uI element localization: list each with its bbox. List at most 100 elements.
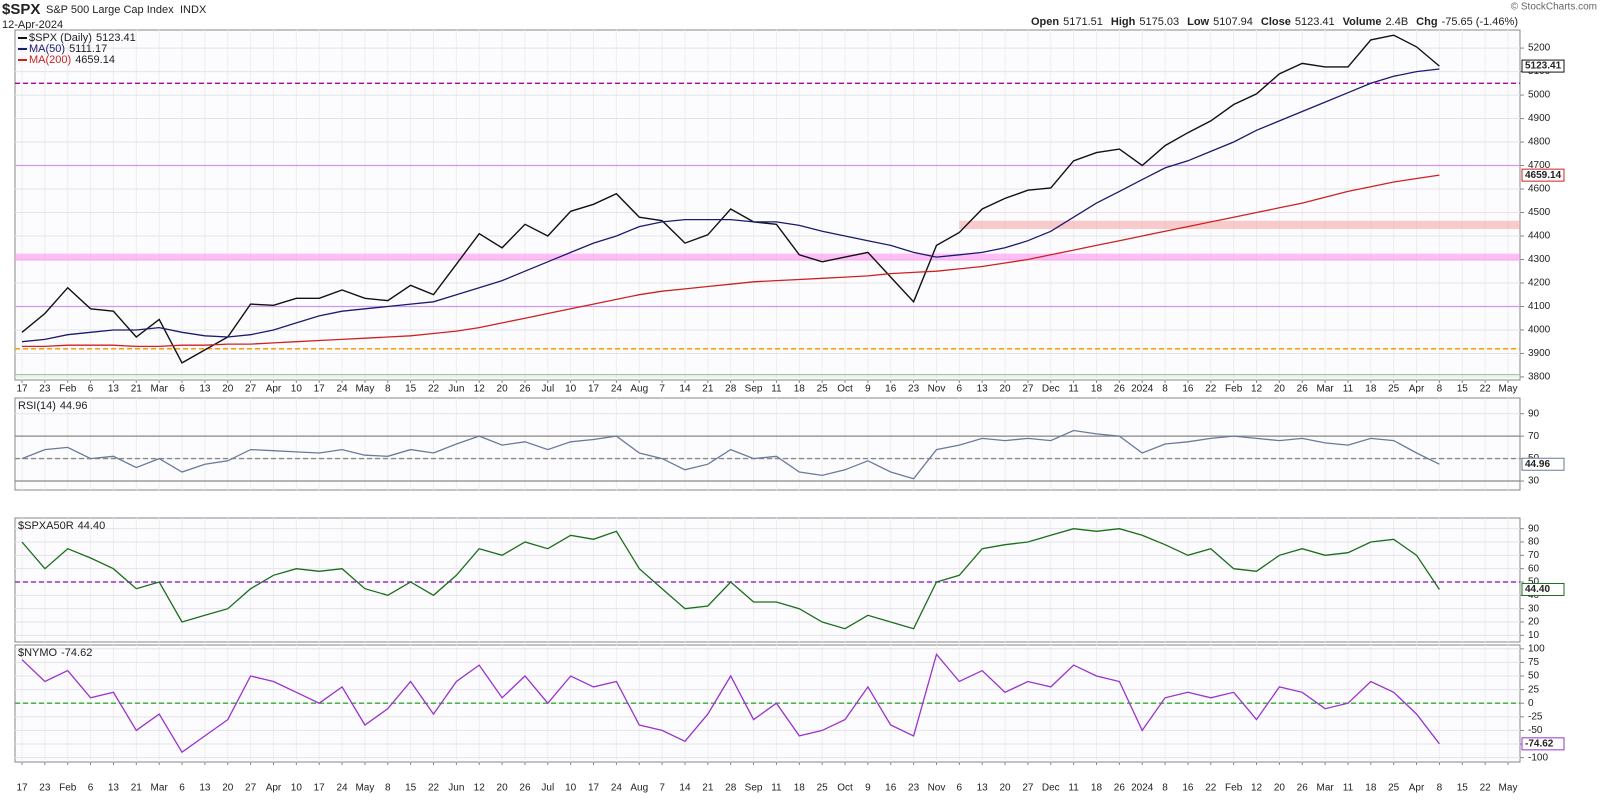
- y-tick-label: 4600: [1528, 184, 1551, 195]
- quote-label: Open: [1031, 16, 1059, 28]
- x-tick-label: 24: [611, 783, 623, 794]
- y-tick-label: 4700: [1528, 160, 1551, 171]
- y-tick-label: 50: [1528, 577, 1540, 588]
- x-tick-label: 17: [314, 384, 326, 395]
- y-tick-label: 75: [1528, 657, 1540, 668]
- x-tick-label: Mar: [1316, 783, 1334, 794]
- x-tick-label: May: [355, 783, 374, 794]
- x-tick-label: 22: [1205, 384, 1217, 395]
- y-tick-label: 60: [1528, 563, 1540, 574]
- x-tick-label: 23: [39, 783, 51, 794]
- x-tick-label: Aug: [630, 783, 648, 794]
- legend-name: MA(50): [29, 43, 65, 55]
- x-tick-label: 20: [999, 783, 1011, 794]
- x-tick-label: Oct: [837, 783, 853, 794]
- value-tag: [1521, 582, 1565, 596]
- x-tick-label: 28: [725, 384, 737, 395]
- x-tick-label: 6: [957, 783, 963, 794]
- value-tag-label: 4659.14: [1525, 170, 1562, 181]
- x-tick-label: 13: [199, 783, 211, 794]
- x-tick-label: 27: [1022, 783, 1034, 794]
- x-tick-label: 22: [1205, 783, 1217, 794]
- x-tick-label: Feb: [59, 384, 77, 395]
- x-tick-label: 27: [1022, 384, 1034, 395]
- x-tick-label: 10: [565, 783, 577, 794]
- x-tick-label: Sep: [745, 384, 763, 395]
- x-tick-label: 23: [39, 384, 51, 395]
- legend-name: MA(200): [29, 54, 71, 66]
- x-tick-label: Apr: [1409, 783, 1425, 794]
- y-tick-label: 25: [1528, 684, 1540, 695]
- x-tick-label: Mar: [151, 783, 169, 794]
- x-tick-label: 8: [1437, 384, 1443, 395]
- x-tick-label: 18: [794, 783, 806, 794]
- value-tag-label: 44.40: [1525, 584, 1550, 595]
- quote-value: 5123.41: [1295, 16, 1335, 28]
- x-tick-label: 13: [977, 384, 989, 395]
- x-tick-label: 26: [1297, 384, 1309, 395]
- y-tick-label: 70: [1528, 431, 1540, 442]
- value-tag: [1521, 59, 1565, 73]
- quote-value: 2.4B: [1386, 16, 1409, 28]
- value-tag-label: 44.96: [1525, 459, 1550, 470]
- x-tick-label: 22: [1480, 384, 1492, 395]
- x-tick-label: 10: [565, 384, 577, 395]
- x-tick-label: 22: [428, 384, 440, 395]
- quote-value: 5171.51: [1063, 16, 1103, 28]
- x-tick-label: Jun: [448, 783, 464, 794]
- legend-entry: $NYMO -74.62: [18, 647, 92, 659]
- x-tick-label: Jul: [541, 783, 554, 794]
- y-tick-label: 30: [1528, 476, 1540, 487]
- quote-label: Low: [1187, 16, 1209, 28]
- y-tick-label: 5000: [1528, 90, 1551, 101]
- x-tick-label: 12: [474, 783, 486, 794]
- x-tick-label: May: [1499, 384, 1518, 395]
- x-tick-label: Feb: [59, 783, 77, 794]
- legend-value: 44.40: [78, 520, 106, 532]
- quote-value: -75.65 (-1.46%): [1442, 16, 1518, 28]
- series-line: [21, 429, 1440, 480]
- exchange: INDX: [180, 4, 207, 16]
- x-tick-label: 27: [245, 384, 257, 395]
- x-tick-label: 13: [108, 384, 120, 395]
- series-line: [21, 68, 1440, 343]
- x-tick-label: 8: [1162, 384, 1168, 395]
- y-tick-label: 3900: [1528, 348, 1551, 359]
- x-tick-label: 8: [1162, 783, 1168, 794]
- value-tag: [1521, 168, 1565, 182]
- legend-name: $SPX (Daily): [29, 32, 92, 44]
- x-tick-label: 11: [1068, 783, 1079, 794]
- legend-entry: MA(200) 4659.14: [29, 54, 115, 66]
- x-tick-label: 8: [385, 384, 391, 395]
- x-tick-label: Feb: [1225, 384, 1243, 395]
- x-tick-label: 15: [1457, 783, 1469, 794]
- x-tick-label: 20: [222, 384, 234, 395]
- legend-name: $NYMO: [18, 647, 58, 659]
- x-tick-label: 11: [1068, 384, 1079, 395]
- y-tick-label: 90: [1528, 408, 1540, 419]
- value-tag: [1521, 737, 1565, 751]
- x-tick-label: Mar: [151, 384, 169, 395]
- x-tick-label: 24: [336, 384, 348, 395]
- x-tick-label: 6: [88, 384, 94, 395]
- x-tick-label: 24: [336, 783, 348, 794]
- x-tick-label: 11: [771, 783, 782, 794]
- x-tick-label: 6: [957, 384, 963, 395]
- x-tick-label: 16: [885, 384, 897, 395]
- x-tick-label: 23: [908, 384, 920, 395]
- zone: [15, 253, 1520, 261]
- x-tick-label: 18: [1091, 783, 1103, 794]
- series-line: [22, 174, 1440, 348]
- x-tick-label: 13: [977, 783, 989, 794]
- x-tick-label: 11: [1343, 384, 1354, 395]
- x-tick-label: 25: [1388, 384, 1400, 395]
- legend-value: 5123.41: [96, 32, 136, 44]
- x-tick-label: 25: [817, 783, 829, 794]
- x-tick-label: 21: [131, 783, 143, 794]
- y-tick-label: -25: [1528, 711, 1543, 722]
- x-tick-label: Mar: [1316, 384, 1334, 395]
- y-tick-label: 4000: [1528, 325, 1551, 336]
- x-tick-label: 12: [1251, 783, 1263, 794]
- y-tick-label: 5200: [1528, 43, 1551, 54]
- x-tick-label: 21: [702, 384, 714, 395]
